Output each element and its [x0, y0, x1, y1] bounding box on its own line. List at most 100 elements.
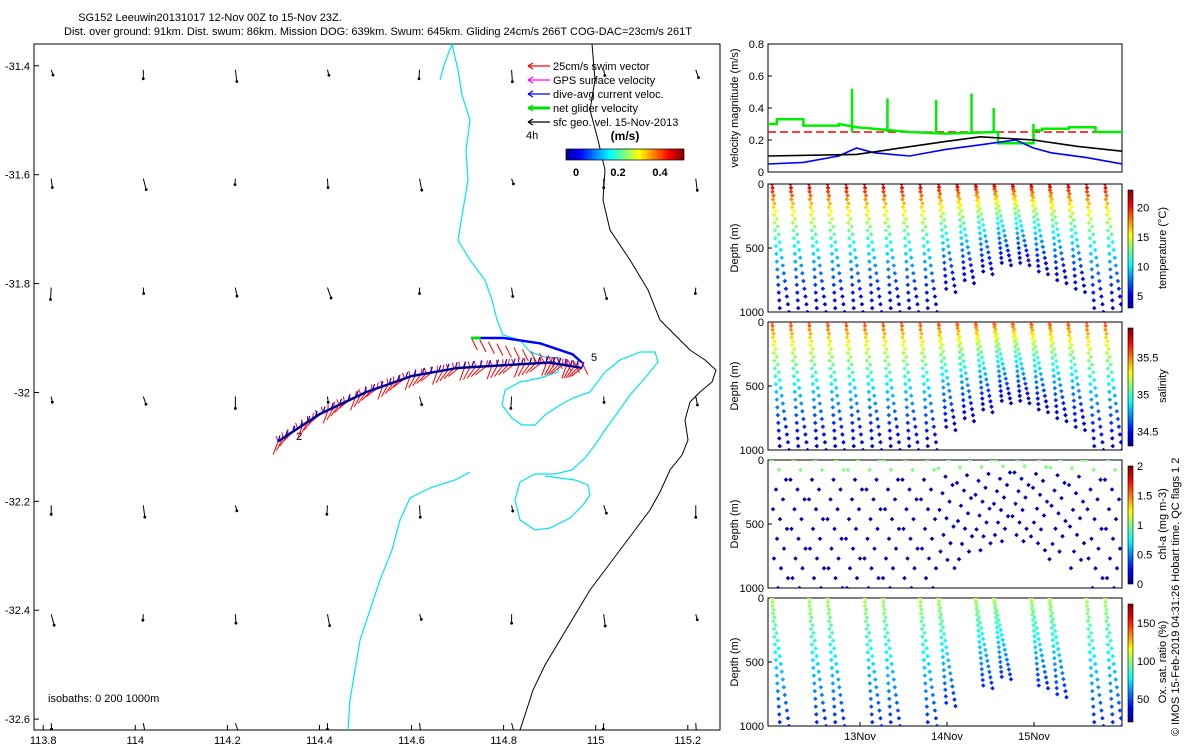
section-data-point [987, 393, 992, 399]
section-data-point [794, 274, 799, 280]
section-data-point [1050, 223, 1056, 229]
section-data-point [1118, 439, 1122, 445]
section-data-point [842, 447, 847, 450]
velocity-y-tick-label: 0.6 [749, 71, 764, 83]
section-data-point [881, 335, 887, 340]
current-tick [529, 357, 533, 364]
section-data-point [1077, 257, 1083, 262]
section-ylabel: Depth (m) [729, 362, 741, 411]
section-data-point [864, 615, 870, 620]
section-data-point [1078, 263, 1084, 269]
section-data-point [978, 547, 983, 553]
section-data-point [1050, 217, 1055, 223]
current-tick [314, 410, 318, 418]
section-data-point [790, 358, 796, 364]
section-data-point [1058, 460, 1063, 463]
surface-velocity-arrowhead [510, 621, 514, 625]
section-data-point [832, 428, 837, 433]
section-data-point [1032, 358, 1037, 363]
section-data-point [775, 362, 780, 367]
section-data-point [962, 271, 967, 277]
section-data-point [1087, 236, 1093, 241]
section-data-point [775, 412, 781, 418]
section-data-point [875, 416, 880, 422]
surface-velocity-arrowhead [511, 509, 515, 513]
section-data-point [1097, 278, 1102, 284]
section-data-point [780, 497, 786, 502]
section-data-point [921, 657, 927, 663]
section-data-point [811, 354, 816, 360]
map-x-tick-label: 114.4 [306, 735, 333, 747]
section-data-point [813, 428, 819, 433]
section-data-point [1027, 263, 1032, 268]
section-data-point [989, 460, 994, 463]
section-data-point [999, 260, 1005, 266]
section-data-point [865, 374, 871, 379]
section-data-point [849, 274, 855, 280]
section-data-point [1091, 239, 1097, 245]
section-colorbar-label: salinity [1157, 369, 1169, 403]
section-data-point [1073, 286, 1079, 292]
section-data-point [817, 677, 823, 682]
section-data-point [887, 420, 892, 426]
section-data-point [1035, 541, 1041, 546]
section-data-point [940, 378, 946, 384]
section-data-point [1096, 408, 1101, 414]
section-data-point [813, 370, 818, 375]
section-ylabel: Depth (m) [729, 224, 741, 273]
section-data-point [1063, 274, 1068, 280]
section-data-point [1066, 332, 1072, 338]
section-data-point [848, 389, 853, 395]
current-tick [446, 363, 450, 371]
section-data-point [1065, 184, 1071, 187]
section-data-point [912, 278, 917, 284]
section-data-point [869, 305, 875, 311]
section-data-point [873, 263, 878, 268]
surface-velocity-arrowhead [325, 512, 329, 516]
section-data-point [849, 362, 854, 367]
section-data-point [1111, 585, 1117, 588]
section-data-point [1107, 389, 1112, 395]
section-data-point [1101, 447, 1106, 450]
section-data-point [1043, 675, 1049, 680]
section-data-point [1103, 185, 1108, 191]
section-colorbar-tick-label: 1.5 [1137, 491, 1152, 503]
section-data-point [1069, 466, 1075, 471]
section-data-point [993, 460, 999, 463]
section-data-point [1026, 396, 1031, 401]
section-data-point [813, 506, 819, 512]
section-data-point [879, 723, 884, 726]
section-data-point [957, 355, 963, 361]
section-data-point [913, 286, 918, 291]
section-data-point [1044, 404, 1050, 410]
section-data-point [1110, 239, 1115, 245]
section-data-point [1068, 565, 1074, 571]
section-data-point [1105, 220, 1110, 226]
section-data-point [849, 412, 855, 418]
surface-velocity-arrow [50, 178, 53, 188]
section-data-point [1016, 351, 1022, 357]
section-data-point [846, 358, 851, 364]
section-data-point [856, 506, 862, 512]
section-data-point [925, 305, 931, 311]
section-data-point [776, 282, 781, 288]
section-data-point [1054, 415, 1060, 421]
section-data-point [780, 401, 786, 406]
section-data-point [805, 447, 810, 450]
section-data-point [829, 546, 834, 551]
swim-vector [565, 366, 575, 379]
surface-velocity-arrowhead [694, 515, 698, 519]
surface-velocity-arrow [142, 178, 147, 190]
section-data-point [959, 346, 964, 352]
section-data-point [832, 443, 838, 449]
section-data-point [786, 723, 792, 726]
section-data-point [904, 362, 910, 367]
section-data-point [857, 286, 863, 291]
section-data-point [948, 257, 953, 262]
glider-track [272, 336, 589, 455]
section-data-point [956, 343, 962, 349]
section-data-point [1038, 371, 1044, 377]
current-tick [552, 356, 556, 364]
section-data-point [1110, 436, 1115, 441]
section-data-point [866, 585, 871, 588]
